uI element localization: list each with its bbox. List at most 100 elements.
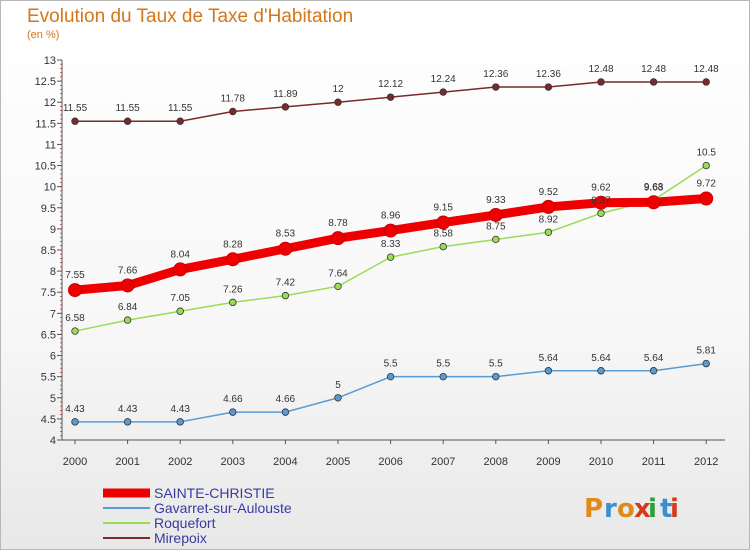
data-point — [71, 418, 79, 426]
data-label: 9.15 — [433, 203, 453, 214]
data-point — [281, 103, 290, 111]
data-point — [229, 408, 237, 416]
x-tick-label: 2012 — [694, 456, 718, 468]
logo-letter: r — [604, 494, 617, 524]
data-label: 12.48 — [641, 64, 666, 75]
data-point — [331, 231, 345, 246]
data-point — [646, 195, 661, 210]
data-label: 5.5 — [384, 359, 398, 370]
series-gavarret-sur-aulouste — [71, 359, 710, 426]
x-tick-label: 2003 — [221, 456, 245, 468]
y-tick-label: 6 — [50, 351, 56, 363]
data-label: 5.5 — [489, 359, 503, 370]
y-tick-label: 12 — [44, 97, 56, 109]
data-point — [597, 209, 605, 217]
data-label: 9.63 — [644, 182, 664, 193]
data-point — [334, 282, 342, 291]
data-point — [544, 367, 553, 375]
data-point — [699, 191, 714, 206]
data-label: 12.12 — [378, 79, 403, 90]
data-label: 8.92 — [539, 214, 559, 225]
legend-item: Mirepoix — [103, 530, 207, 546]
data-label: 8.04 — [170, 249, 190, 260]
data-label: 5.5 — [436, 359, 450, 370]
y-tick-label: 5 — [50, 393, 56, 405]
data-point — [492, 372, 500, 381]
data-point — [702, 359, 710, 368]
y-tick-label: 10.5 — [35, 161, 56, 173]
logo-letter: o — [617, 494, 635, 524]
legend-label: Roquefort — [154, 515, 216, 531]
data-label: 7.26 — [223, 284, 243, 295]
y-tick-label: 11 — [45, 139, 56, 151]
x-tick-label: 2002 — [168, 456, 192, 468]
y-tick-label: 5.5 — [41, 372, 56, 384]
data-label: 9.72 — [696, 178, 716, 189]
series-roquefort — [71, 161, 710, 335]
data-point — [225, 252, 240, 267]
data-label: 11.55 — [115, 103, 140, 114]
data-label: 9.52 — [539, 187, 559, 198]
x-tick-label: 2005 — [326, 456, 350, 468]
data-label: 12.48 — [694, 64, 719, 75]
data-point — [492, 83, 500, 91]
data-point — [649, 78, 658, 86]
y-tick-label: 4 — [50, 435, 56, 447]
x-tick-label: 2001 — [115, 456, 139, 468]
data-point — [120, 278, 135, 293]
data-point — [176, 307, 184, 315]
data-label: 9.62 — [591, 183, 611, 194]
data-point — [597, 78, 605, 86]
data-label: 6.84 — [118, 302, 138, 313]
y-tick-label: 9 — [50, 224, 56, 236]
data-label: 7.42 — [276, 278, 296, 289]
data-point — [71, 117, 79, 125]
data-label: 11.55 — [168, 103, 193, 114]
data-label: 12.36 — [483, 69, 508, 80]
y-tick-label: 6.5 — [41, 329, 56, 341]
logo-letter: t — [660, 494, 672, 524]
y-tick-label: 11.5 — [35, 118, 56, 130]
x-tick-label: 2000 — [63, 456, 87, 468]
data-label: 4.43 — [170, 404, 190, 415]
x-tick-label: 2004 — [273, 456, 297, 468]
data-label: 7.64 — [328, 268, 348, 279]
data-point — [544, 83, 553, 91]
data-label: 8.78 — [328, 218, 348, 229]
data-label: 5 — [335, 380, 341, 391]
data-label: 8.33 — [381, 239, 401, 250]
legend-item: Roquefort — [103, 515, 216, 531]
x-tick-label: 2006 — [378, 456, 402, 468]
data-label: 8.53 — [276, 229, 296, 240]
data-label: 5.64 — [644, 353, 664, 364]
data-label: 8.28 — [223, 239, 243, 250]
data-label: 5.81 — [696, 346, 716, 357]
data-point — [281, 408, 290, 416]
data-label: 12.48 — [588, 64, 613, 75]
data-point — [594, 195, 608, 210]
data-label: 11.78 — [221, 94, 246, 105]
data-point — [176, 117, 184, 125]
y-tick-label: 8 — [50, 266, 56, 278]
data-point — [334, 394, 342, 402]
data-point — [176, 418, 184, 426]
series-sainte-christie — [68, 191, 714, 298]
x-tick-label: 2010 — [589, 456, 613, 468]
data-label: 8.96 — [381, 211, 401, 222]
data-label: 5.64 — [539, 353, 559, 364]
series-mirepoix — [71, 78, 710, 125]
data-point — [278, 241, 293, 256]
data-point — [173, 262, 188, 277]
data-point — [702, 161, 710, 170]
data-point — [68, 283, 82, 298]
data-label: 12.36 — [536, 69, 561, 80]
chart-subtitle: (en %) — [27, 29, 60, 41]
data-point — [488, 207, 503, 222]
y-tick-label: 7 — [50, 308, 56, 320]
y-tick-label: 12.5 — [35, 76, 56, 88]
y-tick-label: 10 — [44, 182, 56, 194]
y-tick-label: 7.5 — [41, 287, 56, 299]
data-point — [123, 117, 132, 125]
data-label: 6.58 — [65, 313, 85, 324]
